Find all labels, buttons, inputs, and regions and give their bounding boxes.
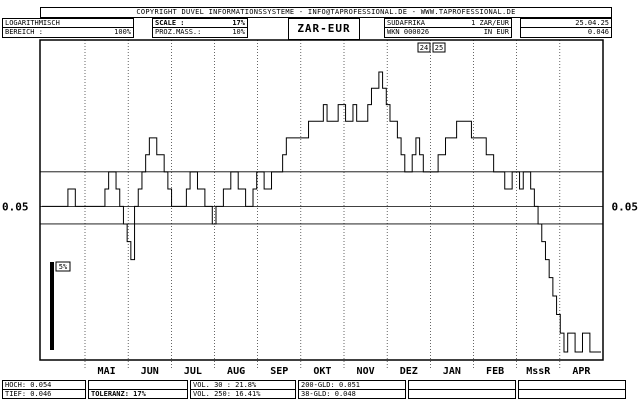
scale-mode-panel: LOGARITHMISCH BEREICH : 100% <box>2 18 134 38</box>
wkn-label: WKN 000026 <box>387 28 430 36</box>
vol250-cell: VOL. 250: 16.41% <box>190 389 296 399</box>
instrument-name: SUDAFRIKA <box>387 19 425 27</box>
date-value: 25.04.25 <box>575 19 609 27</box>
tief-value: 0.046 <box>30 390 52 398</box>
plot-frame <box>39 39 604 361</box>
y-tick-label: 0.05 <box>612 200 639 213</box>
range-value: 100% <box>114 28 131 36</box>
grid-layer <box>84 40 561 368</box>
reference-lines <box>40 171 603 225</box>
x-tick-label: FEB <box>486 366 504 377</box>
scale-label: SCALE : <box>155 19 185 27</box>
proz-value: 10% <box>232 28 245 36</box>
toleranz-value: 17% <box>133 390 146 398</box>
marker-boxes: 24 25 <box>417 42 446 53</box>
scale-indicator-label: 5% <box>59 263 68 271</box>
x-tick-label: DEZ <box>400 366 418 377</box>
proz-label: PROZ.MASS.: <box>155 28 202 36</box>
copyright-banner: COPYRIGHT DUVEL INFORMATIONSSYSTEME - IN… <box>40 7 612 18</box>
toleranz-cell: TOLERANZ: 17% <box>88 389 188 399</box>
x-axis-labels: MAI JUN JUL AUG SEP OKT NOV DEZ JAN FEB MssR APR <box>98 366 592 377</box>
scale-value: 17% <box>232 19 245 27</box>
scale-indicator: 5% <box>50 261 71 350</box>
last-value: 0.046 <box>587 28 609 36</box>
instrument-panel: SUDAFRIKA 1 ZAR/EUR WKN 000026 IN EUR <box>384 18 512 38</box>
vol250-value: 16.41% <box>235 390 261 398</box>
hoch-value: 0.054 <box>30 381 52 389</box>
tief-cell: TIEF: 0.046 <box>2 389 86 399</box>
date-panel: 25.04.25 0.046 <box>520 18 612 38</box>
gld38-value: 0.048 <box>334 390 356 398</box>
vol30-value: 21.8% <box>235 381 257 389</box>
range-label: BEREICH : <box>5 28 43 36</box>
price-line <box>42 71 601 353</box>
y-axis-labels: 0.05 0.05 <box>2 200 638 213</box>
gld200-value: 0.051 <box>338 381 361 389</box>
marker-2: 25 <box>435 44 443 52</box>
y-tick-label: 0.05 <box>2 200 29 213</box>
empty-cell-5 <box>518 389 626 399</box>
x-tick-label: MssR <box>526 366 551 377</box>
empty-cell-3 <box>408 389 516 399</box>
x-tick-label: MAI <box>98 366 116 377</box>
x-tick-label: JUL <box>184 366 202 377</box>
marker-1: 24 <box>420 44 428 52</box>
scale-mode-text: LOGARITHMISCH <box>5 19 60 27</box>
x-tick-label: SEP <box>270 366 288 377</box>
x-tick-label: OKT <box>313 366 331 377</box>
x-tick-label: NOV <box>357 366 375 377</box>
scale-panel: SCALE : 17% PROZ.MASS.: 10% <box>152 18 248 38</box>
x-tick-label: JAN <box>443 366 461 377</box>
x-tick-label: AUG <box>227 366 245 377</box>
currency-label: IN EUR <box>483 28 509 36</box>
instrument-pair: 1 ZAR/EUR <box>471 19 509 27</box>
gld38-cell: 38-GLD: 0.048 <box>298 389 406 399</box>
x-tick-label: JUN <box>141 366 159 377</box>
x-tick-label: APR <box>572 366 591 377</box>
